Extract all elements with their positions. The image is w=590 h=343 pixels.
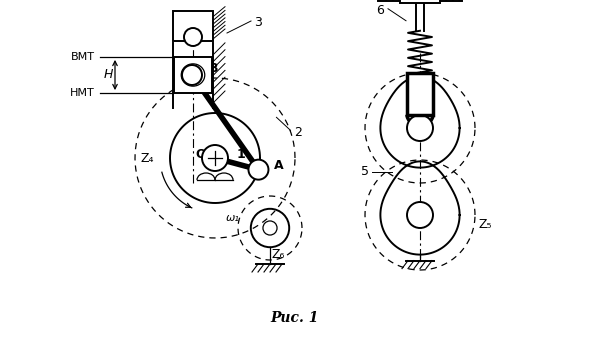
Text: 6: 6	[376, 4, 384, 17]
Circle shape	[202, 145, 228, 171]
Text: Z₄: Z₄	[140, 152, 154, 165]
Text: 1: 1	[237, 147, 245, 161]
Bar	[407, 73, 433, 115]
Circle shape	[182, 65, 202, 85]
Bar	[173, 11, 213, 41]
Circle shape	[407, 202, 433, 228]
Circle shape	[184, 28, 202, 46]
Circle shape	[248, 159, 268, 180]
Text: 3: 3	[254, 16, 262, 29]
Text: O: O	[196, 147, 206, 161]
Bar	[440, 0, 462, 1]
Text: 2: 2	[294, 126, 303, 139]
Bar	[174, 57, 212, 93]
Circle shape	[407, 115, 433, 141]
Text: Рис. 1: Рис. 1	[271, 311, 319, 325]
Circle shape	[263, 221, 277, 235]
Text: 5: 5	[361, 165, 369, 178]
Bar	[400, 0, 440, 3]
Text: B: B	[209, 62, 219, 75]
Text: НМТ: НМТ	[70, 88, 95, 98]
Circle shape	[251, 209, 289, 247]
Text: H: H	[103, 69, 113, 82]
Text: ВМТ: ВМТ	[71, 52, 95, 62]
Text: ω₁: ω₁	[226, 213, 240, 223]
Text: A: A	[274, 159, 283, 172]
Bar	[378, 0, 400, 1]
Text: Z₆: Z₆	[271, 248, 285, 261]
Text: Z₅: Z₅	[478, 218, 491, 232]
